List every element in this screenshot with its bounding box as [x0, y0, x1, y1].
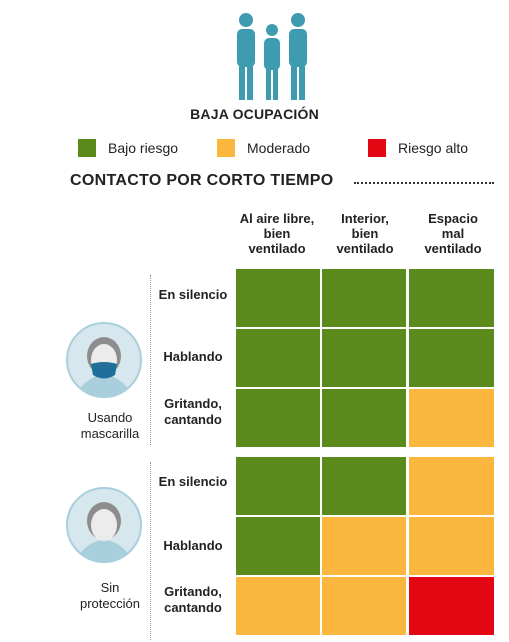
- row-label-line: Hablando: [163, 349, 223, 364]
- column-header-line: mal: [441, 226, 465, 241]
- unprotected-person-icon: [66, 487, 142, 563]
- legend-swatch-moderate: [217, 139, 235, 157]
- legend-swatch-low: [78, 139, 96, 157]
- risk-cell-low: [409, 329, 494, 387]
- legend-item-low: Bajo riesgo: [78, 138, 178, 158]
- column-header-indoor-ventilated: Interior, bien ventilado: [322, 211, 408, 256]
- row-label-line: Hablando: [163, 538, 223, 553]
- column-header-line: bien: [263, 226, 291, 241]
- group-divider-line: [150, 275, 151, 445]
- risk-cell-low: [322, 329, 406, 387]
- risk-cell-low: [236, 389, 320, 447]
- row-label-line: cantando: [164, 412, 222, 427]
- risk-cell-moderate: [322, 577, 406, 635]
- group-label-unprotected: Sin protección: [55, 580, 165, 612]
- legend-label-low: Bajo riesgo: [108, 140, 179, 156]
- group-label-line: Sin: [100, 580, 120, 595]
- legend-swatch-high: [368, 139, 386, 157]
- risk-cell-low: [322, 389, 406, 447]
- risk-cell-low: [236, 269, 320, 327]
- row-label-line: cantando: [164, 600, 222, 615]
- risk-cell-moderate: [409, 389, 494, 447]
- legend-label-high: Riesgo alto: [398, 140, 469, 156]
- row-label-line: Gritando,: [164, 584, 222, 599]
- column-header-line: ventilado: [248, 241, 306, 256]
- column-header-line: bien: [351, 226, 379, 241]
- column-header-poorly-ventilated: Espacio mal ventilado: [410, 211, 496, 256]
- row-label-shouting: Gritando, cantando: [150, 396, 236, 428]
- row-label-line: En silencio: [158, 287, 228, 302]
- risk-cell-low: [409, 269, 494, 327]
- risk-cell-low: [236, 517, 320, 575]
- risk-cell-low: [236, 457, 320, 515]
- group-label-masked: Usando mascarilla: [55, 410, 165, 442]
- risk-cell-low: [322, 269, 406, 327]
- group-label-line: protección: [80, 596, 140, 611]
- legend-item-high: Riesgo alto: [368, 138, 468, 158]
- occupancy-title: BAJA OCUPACIÓN: [190, 106, 319, 122]
- column-header-outdoor: Al aire libre, bien ventilado: [234, 211, 320, 256]
- risk-cell-moderate: [409, 517, 494, 575]
- legend-item-moderate: Moderado: [217, 138, 310, 158]
- risk-cell-moderate: [409, 457, 494, 515]
- masked-person-icon: [66, 322, 142, 398]
- risk-cell-low: [236, 329, 320, 387]
- people-group-icon: [237, 13, 307, 100]
- column-header-line: Al aire libre,: [239, 211, 315, 226]
- section-title: CONTACTO POR CORTO TIEMPO: [70, 172, 334, 189]
- row-label-line: Gritando,: [164, 396, 222, 411]
- row-label-talking: Hablando: [150, 538, 236, 554]
- row-label-silent: En silencio: [150, 287, 236, 303]
- group-divider-line: [150, 462, 151, 640]
- risk-cell-low: [322, 457, 406, 515]
- group-label-line: mascarilla: [80, 426, 140, 441]
- column-header-line: Espacio: [428, 211, 478, 226]
- column-header-line: ventilado: [424, 241, 482, 256]
- column-header-line: Interior,: [341, 211, 389, 226]
- row-label-silent: En silencio: [150, 474, 236, 490]
- legend-label-moderate: Moderado: [247, 140, 311, 156]
- row-label-talking: Hablando: [150, 349, 236, 365]
- risk-cell-high: [409, 577, 494, 635]
- group-label-line: Usando: [87, 410, 133, 425]
- risk-cell-moderate: [322, 517, 406, 575]
- column-header-line: ventilado: [336, 241, 394, 256]
- section-divider: [354, 182, 494, 184]
- row-label-line: En silencio: [158, 474, 228, 489]
- risk-cell-moderate: [236, 577, 320, 635]
- row-label-shouting: Gritando, cantando: [150, 584, 236, 616]
